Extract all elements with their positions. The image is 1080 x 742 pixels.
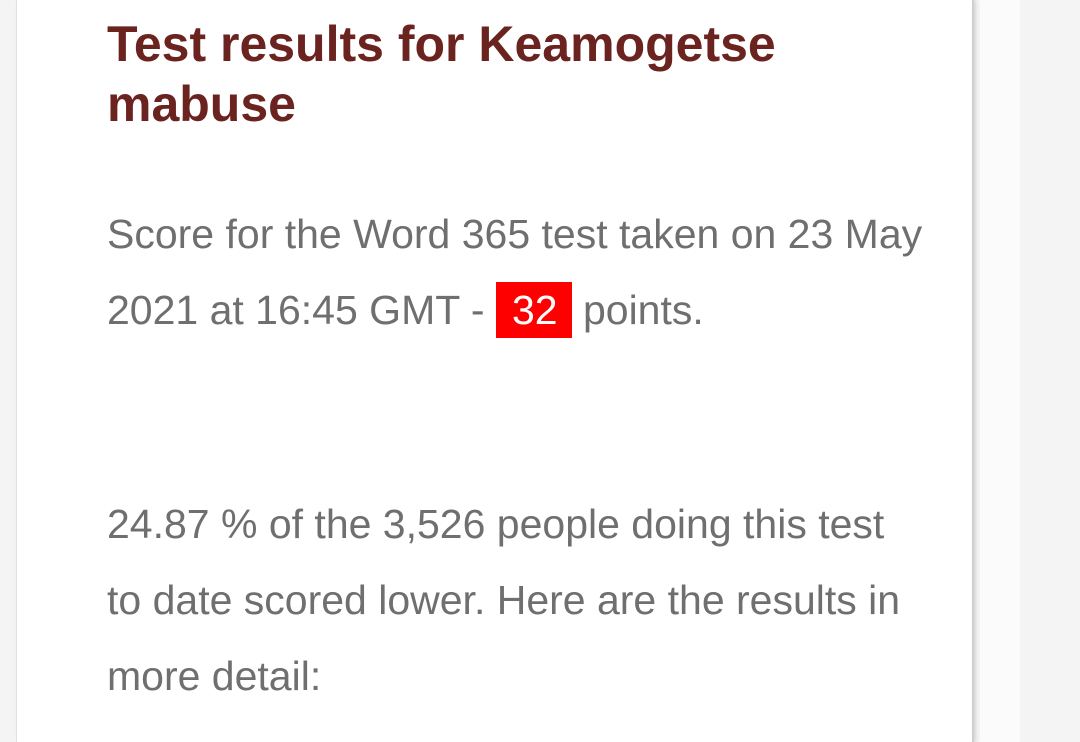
score-text-before: Score for the Word 365 test taken on 23 …	[107, 211, 923, 333]
score-badge: 32	[495, 282, 572, 338]
right-gutter	[980, 0, 1020, 742]
detail-paragraph: 24.87 % of the 3,526 people doing this t…	[107, 501, 901, 699]
results-card: Test results for Keamogetse mabuse Score…	[16, 0, 974, 742]
score-text-after: points.	[571, 287, 704, 333]
page-title: Test results for Keamogetse mabuse	[107, 16, 776, 132]
score-paragraph: Score for the Word 365 test taken on 23 …	[107, 196, 927, 348]
